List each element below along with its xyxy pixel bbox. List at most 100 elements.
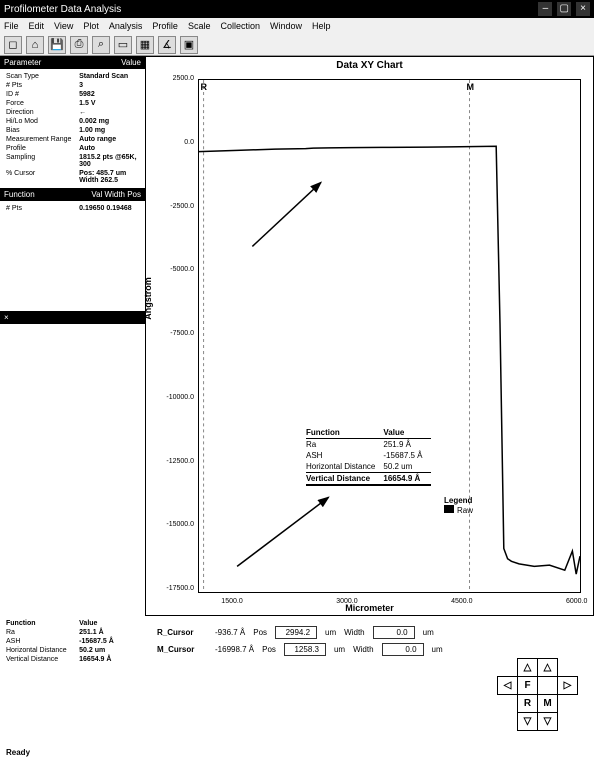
table-row: Direction← bbox=[6, 108, 139, 117]
nav-m-button[interactable]: M bbox=[538, 695, 558, 713]
menu-plot[interactable]: Plot bbox=[83, 21, 99, 31]
menu-help[interactable]: Help bbox=[312, 21, 331, 31]
menu-view[interactable]: View bbox=[54, 21, 73, 31]
parameters-table: Scan TypeStandard Scan# Pts3ID #5982Forc… bbox=[6, 72, 139, 185]
print-icon[interactable]: ⎙ bbox=[70, 36, 88, 54]
legend-swatch bbox=[444, 505, 454, 513]
x-tick: 4500.0 bbox=[451, 598, 472, 605]
table-row: Hi/Lo Mod0.002 mg bbox=[6, 117, 139, 126]
menu-collection[interactable]: Collection bbox=[220, 21, 260, 31]
y-tick: -17500.0 bbox=[160, 585, 194, 592]
info-col-func: Function bbox=[306, 427, 383, 439]
r-cursor-w-unit: um bbox=[423, 628, 434, 637]
m-cursor-row: M_Cursor -16998.7 Å Pos 1258.3 um Width … bbox=[157, 643, 582, 656]
y-axis-label: Angstrom bbox=[143, 277, 153, 320]
y-tick: -7500.0 bbox=[160, 330, 194, 337]
summary-col-func: Function bbox=[6, 619, 79, 628]
nav-down2-button[interactable]: ▽ bbox=[538, 713, 558, 731]
r-cursor-w-input[interactable]: 0.0 bbox=[373, 626, 415, 639]
open-icon[interactable]: ⌂ bbox=[26, 36, 44, 54]
m-cursor-w-input[interactable]: 0.0 bbox=[382, 643, 424, 656]
table-row: ASH-15687.5 Å bbox=[6, 637, 139, 646]
r-cursor-row: R_Cursor -936.7 Å Pos 2994.2 um Width 0.… bbox=[157, 626, 582, 639]
nav-r-button[interactable]: R bbox=[518, 695, 538, 713]
r-cursor-label: R_Cursor bbox=[157, 628, 207, 637]
nav-up2-button[interactable]: △ bbox=[538, 659, 558, 677]
menu-file[interactable]: File bbox=[4, 21, 19, 31]
m-cursor-w-label: Width bbox=[353, 645, 373, 654]
function-body: # Pts0.19650 0.19468 bbox=[0, 201, 145, 311]
maximize-button[interactable]: ▢ bbox=[557, 2, 571, 16]
main-area: Parameter Value Scan TypeStandard Scan# … bbox=[0, 56, 594, 616]
nav-right-button[interactable]: ▷ bbox=[558, 677, 578, 695]
table-row: # Pts3 bbox=[6, 81, 139, 90]
r-cursor-pos-label: Pos bbox=[253, 628, 267, 637]
table-row-emph: Vertical Distance16654.9 Å bbox=[306, 473, 431, 486]
legend-title: Legend bbox=[444, 496, 473, 505]
function-header-left: Function bbox=[4, 190, 35, 199]
summary-header-x[interactable]: × bbox=[4, 313, 9, 322]
measure-icon[interactable]: ∡ bbox=[158, 36, 176, 54]
grid-icon[interactable]: ▦ bbox=[136, 36, 154, 54]
m-cursor-pos-label: Pos bbox=[262, 645, 276, 654]
nav-up-button[interactable]: △ bbox=[518, 659, 538, 677]
sidebar: Parameter Value Scan TypeStandard Scan# … bbox=[0, 56, 145, 616]
chart-info-box: Function Value Ra251.9 ÅASH-15687.5 ÅHor… bbox=[306, 427, 431, 486]
zoom-icon[interactable]: ⌕ bbox=[92, 36, 110, 54]
table-row: Ra251.9 Å bbox=[306, 439, 431, 451]
parameters-header: Parameter Value bbox=[0, 56, 145, 69]
summary-table: Function Value Ra251.1 ÅASH-15687.5 ÅHor… bbox=[6, 619, 139, 664]
legend: Legend Raw bbox=[444, 496, 473, 515]
menu-edit[interactable]: Edit bbox=[29, 21, 45, 31]
y-tick: -10000.0 bbox=[160, 394, 194, 401]
nav-f-button[interactable]: F bbox=[518, 677, 538, 695]
nav-cluster: △△ ◁F ▷ RM ▽▽ bbox=[497, 658, 578, 731]
chart-title: Data XY Chart bbox=[146, 57, 593, 74]
r-cursor-pos-unit: um bbox=[325, 628, 336, 637]
table-row: Force1.5 V bbox=[6, 99, 139, 108]
m-cursor-y: -16998.7 Å bbox=[215, 645, 254, 654]
m-cursor-pos-input[interactable]: 1258.3 bbox=[284, 643, 326, 656]
parameters-body: Scan TypeStandard Scan# Pts3ID #5982Forc… bbox=[0, 69, 145, 188]
minimize-button[interactable]: – bbox=[538, 2, 552, 16]
function-header-right: Val Width Pos bbox=[91, 190, 141, 199]
table-row: Scan TypeStandard Scan bbox=[6, 72, 139, 81]
table-row: # Pts0.19650 0.19468 bbox=[6, 204, 139, 213]
summary-col-val: Value bbox=[79, 619, 139, 628]
table-row: % CursorPos: 485.7 um Width 262.5 bbox=[6, 169, 139, 185]
title-bar: Profilometer Data Analysis – ▢ × bbox=[0, 0, 594, 18]
svg-text:R: R bbox=[201, 82, 208, 92]
plot-region[interactable]: RM bbox=[198, 79, 581, 593]
nav-down-button[interactable]: ▽ bbox=[518, 713, 538, 731]
y-tick: -12500.0 bbox=[160, 458, 194, 465]
settings-icon[interactable]: ▣ bbox=[180, 36, 198, 54]
status-bar: Ready bbox=[6, 748, 30, 757]
nav-left-button[interactable]: ◁ bbox=[498, 677, 518, 695]
menu-profile[interactable]: Profile bbox=[152, 21, 178, 31]
y-tick: 2500.0 bbox=[160, 75, 194, 82]
y-tick: -5000.0 bbox=[160, 266, 194, 273]
parameters-header-right: Value bbox=[121, 58, 141, 67]
box-icon[interactable]: ▭ bbox=[114, 36, 132, 54]
parameters-header-left: Parameter bbox=[4, 58, 41, 67]
table-row: Horizontal Distance50.2 um bbox=[6, 646, 139, 655]
menu-window[interactable]: Window bbox=[270, 21, 302, 31]
r-cursor-pos-input[interactable]: 2994.2 bbox=[275, 626, 317, 639]
summary-header: × bbox=[0, 311, 145, 324]
close-button[interactable]: × bbox=[576, 2, 590, 16]
window-title: Profilometer Data Analysis bbox=[4, 4, 121, 15]
menu-scale[interactable]: Scale bbox=[188, 21, 211, 31]
save-icon[interactable]: 💾 bbox=[48, 36, 66, 54]
menu-analysis[interactable]: Analysis bbox=[109, 21, 143, 31]
table-row: Measurement RangeAuto range bbox=[6, 135, 139, 144]
menu-bar: File Edit View Plot Analysis Profile Sca… bbox=[0, 18, 594, 34]
r-cursor-y: -936.7 Å bbox=[215, 628, 245, 637]
table-row: Horizontal Distance50.2 um bbox=[306, 461, 431, 473]
new-icon[interactable]: ◻ bbox=[4, 36, 22, 54]
m-cursor-label: M_Cursor bbox=[157, 645, 207, 654]
m-cursor-pos-unit: um bbox=[334, 645, 345, 654]
table-row: ID #5982 bbox=[6, 90, 139, 99]
table-row: Ra251.1 Å bbox=[6, 628, 139, 637]
m-cursor-w-unit: um bbox=[432, 645, 443, 654]
table-row: Sampling1815.2 pts @65K, 300 bbox=[6, 153, 139, 169]
